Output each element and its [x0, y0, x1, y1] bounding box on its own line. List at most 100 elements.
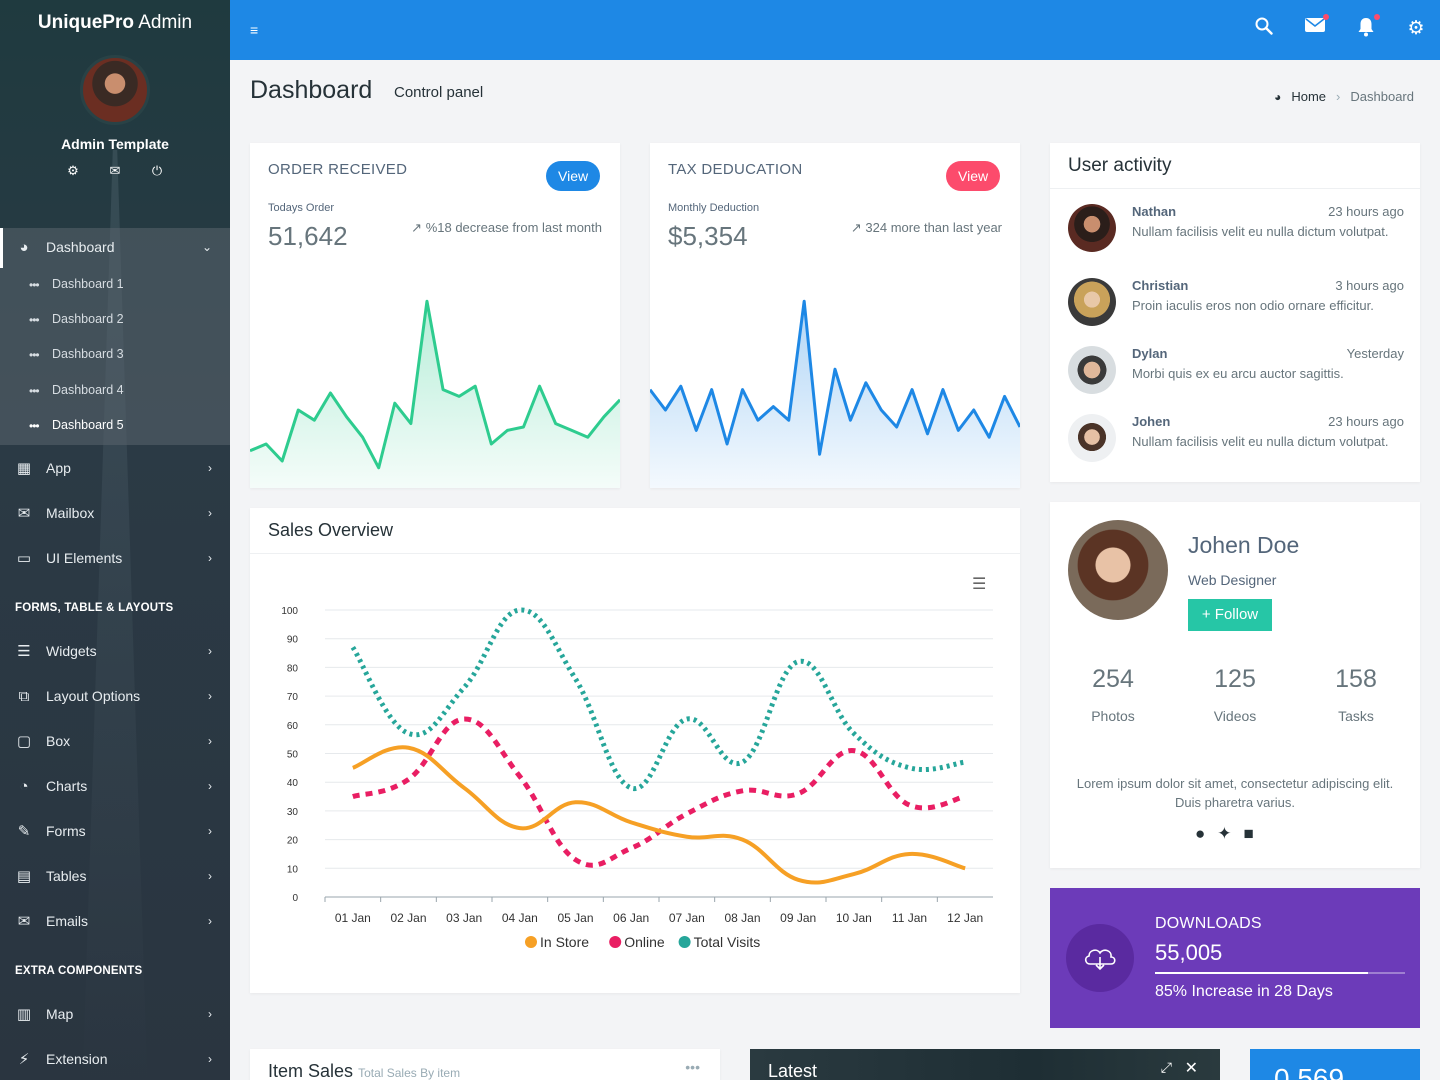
series-line-online: [352, 716, 966, 868]
chevron-right-icon: ›: [208, 689, 212, 703]
stat-card-value: 0,569: [1274, 1063, 1345, 1080]
brand-logo[interactable]: UniquePro Admin: [37, 12, 193, 33]
item-sales-card: Item Sales Total Sales By item •••: [250, 1049, 720, 1080]
x-tick-label: 08 Jan: [724, 911, 760, 925]
sparkline-area: [250, 301, 620, 488]
profile-role: Web Designer: [1188, 572, 1277, 588]
breadcrumb-home[interactable]: Home: [1291, 89, 1327, 104]
dots-icon: •••: [29, 278, 40, 292]
view-button[interactable]: View: [946, 161, 1001, 191]
laptop-icon: ▭: [16, 550, 32, 567]
legend-label[interactable]: In Store: [540, 934, 589, 950]
card-title: Latest: [768, 1061, 818, 1080]
user-activity-card: User activity Nathan 23 hours ago Nullam…: [1050, 143, 1420, 482]
sidebar-subitem-dashboard-5[interactable]: ••• Dashboard 5: [29, 418, 124, 433]
breadcrumb: ◕ Home › Dashboard: [1274, 89, 1414, 104]
y-tick-label: 60: [287, 721, 299, 732]
legend-marker: [678, 936, 691, 948]
sidebar: UniquePro Admin Admin Template ⚙ ✉ ⏻ ◕ D…: [0, 0, 230, 1080]
trend-icon: ↗: [850, 220, 866, 235]
sidebar-item-box[interactable]: ▢ Box ›: [0, 726, 230, 756]
square-icon: ▢: [16, 733, 32, 750]
y-tick-label: 20: [287, 836, 299, 847]
envelope-icon: ✉: [17, 505, 31, 522]
y-tick-label: 80: [287, 663, 299, 674]
sidebar-item-tables[interactable]: ▤ Tables ›: [0, 861, 230, 891]
sidebar-item-dashboard[interactable]: ◕ Dashboard ⌄: [0, 232, 230, 262]
activity-user-name: Christian: [1132, 278, 1189, 293]
mail-icon[interactable]: [1303, 17, 1327, 39]
power-icon[interactable]: ⏻: [151, 163, 163, 178]
activity-item[interactable]: Nathan 23 hours ago Nullam facilisis vel…: [1068, 204, 1404, 264]
activity-item[interactable]: Christian 3 hours ago Proin iaculis eros…: [1068, 278, 1404, 328]
sidebar-item-layout-options[interactable]: ⧉ Layout Options ›: [0, 681, 230, 711]
bell-icon[interactable]: [1354, 17, 1378, 43]
follow-button[interactable]: + Follow: [1188, 599, 1272, 631]
sidebar-item-charts[interactable]: ◔ Charts ›: [0, 771, 230, 801]
tax-trend: ↗ 324 more than last year: [850, 220, 1002, 235]
mail-icon[interactable]: ✉: [109, 163, 121, 178]
card-title: Sales Overview: [268, 520, 394, 540]
avatar: [1068, 414, 1116, 462]
breadcrumb-separator: ›: [1336, 89, 1341, 104]
order-trend: ↗ %18 decrease from last month: [411, 220, 602, 235]
avatar: [1068, 204, 1116, 252]
gear-icon[interactable]: ⚙: [67, 163, 79, 178]
section-header-forms: FORMS, TABLE & LAYOUTS: [15, 602, 174, 614]
activity-user-name: Dylan: [1132, 346, 1168, 361]
sidebar-item-forms[interactable]: ✎ Forms ›: [0, 816, 230, 846]
admin-actions: ⚙ ✉ ⏻: [63, 163, 167, 179]
sidebar-subitem-dashboard-2[interactable]: ••• Dashboard 2: [29, 312, 124, 327]
card-subtitle: Total Sales By item: [358, 1066, 461, 1080]
y-tick-label: 40: [287, 778, 299, 789]
chevron-right-icon: ›: [208, 734, 212, 748]
dots-icon: •••: [29, 348, 40, 362]
activity-item[interactable]: Dylan Yesterday Morbi quis ex eu arcu au…: [1068, 346, 1404, 396]
series-line-total-visits: [350, 607, 966, 791]
chart-menu-icon[interactable]: ☰: [972, 576, 987, 593]
series-line-in-store: [352, 745, 966, 885]
downloads-progress-fill: [1155, 972, 1368, 974]
legend-label[interactable]: Total Visits: [694, 934, 761, 950]
card-title: ORDER RECEIVED: [268, 161, 408, 178]
profile-card: Johen Doe Web Designer + Follow 254 Photo…: [1050, 502, 1420, 868]
expand-icon[interactable]: ⤢: [1160, 1059, 1172, 1075]
x-tick-label: 06 Jan: [613, 911, 649, 925]
sidebar-item-app[interactable]: ▦ App ›: [0, 453, 230, 483]
legend-label[interactable]: Online: [624, 934, 665, 950]
sidebar-item-widgets[interactable]: ☰ Widgets ›: [0, 636, 230, 666]
sidebar-subitem-dashboard-3[interactable]: ••• Dashboard 3: [29, 347, 124, 362]
sidebar-item-label: Dashboard: [46, 239, 115, 255]
activity-item[interactable]: Johen 23 hours ago Nullam facilisis veli…: [1068, 414, 1404, 474]
grid-icon: ▦: [16, 460, 32, 477]
sidebar-item-ui-elements[interactable]: ▭ UI Elements ›: [0, 543, 230, 573]
close-icon[interactable]: ✕: [1184, 1060, 1198, 1077]
x-tick-label: 12 Jan: [947, 911, 983, 925]
sidebar-item-mailbox[interactable]: ✉ Mailbox ›: [0, 498, 230, 528]
activity-user-name: Nathan: [1132, 204, 1177, 219]
monthly-deduction-label: Monthly Deduction: [668, 202, 760, 214]
legend-marker: [609, 936, 622, 948]
x-tick-label: 07 Jan: [669, 911, 705, 925]
sidebar-subitem-dashboard-1[interactable]: ••• Dashboard 1: [29, 277, 124, 292]
view-button[interactable]: View: [546, 161, 601, 191]
trend-icon: ↗: [411, 220, 426, 235]
sidebar-subitem-dashboard-4[interactable]: ••• Dashboard 4: [29, 383, 124, 398]
sidebar-item-map[interactable]: ▥ Map ›: [0, 999, 230, 1029]
x-tick-label: 01 Jan: [335, 911, 371, 925]
menu-toggle-icon[interactable]: ≡: [250, 22, 259, 38]
facebook-icon[interactable]: ■: [1243, 824, 1254, 843]
settings-gear-icon[interactable]: ⚙: [1407, 18, 1425, 39]
order-received-card: ORDER RECEIVED View Todays Order 51,642 …: [250, 143, 620, 488]
sidebar-item-extension[interactable]: ⚡ Extension ›: [0, 1044, 230, 1074]
section-header-extra: EXTRA COMPONENTS: [15, 965, 143, 977]
chevron-right-icon: ›: [208, 1052, 212, 1066]
activity-user-name: Johen: [1132, 414, 1171, 429]
twitter-icon[interactable]: ✦: [1217, 824, 1232, 843]
chevron-right-icon: ›: [208, 506, 212, 520]
tax-deduction-card: TAX DEDUCATION View Monthly Deduction $5…: [650, 143, 1020, 488]
globe-icon[interactable]: ●: [1195, 824, 1206, 843]
search-icon[interactable]: [1252, 17, 1276, 41]
more-options-icon[interactable]: •••: [685, 1059, 700, 1075]
sidebar-item-emails[interactable]: ✉ Emails ›: [0, 906, 230, 936]
